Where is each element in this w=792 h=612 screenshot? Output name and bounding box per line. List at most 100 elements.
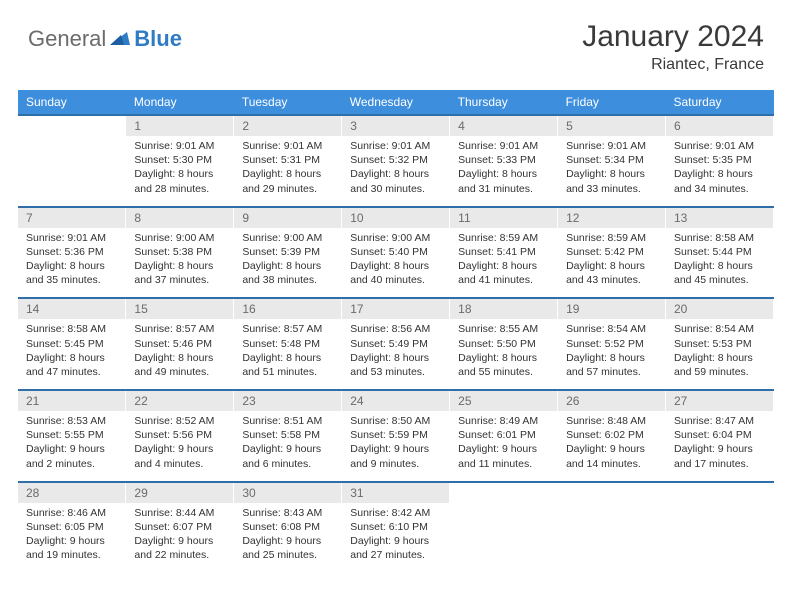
sunrise-text: Sunrise: 8:57 AM (134, 322, 227, 336)
sunset-text: Sunset: 5:42 PM (566, 245, 659, 259)
day-content-cell: Sunrise: 8:44 AMSunset: 6:07 PMDaylight:… (126, 503, 234, 573)
daylight-text: and 9 minutes. (350, 457, 443, 471)
day-number-cell: 11 (450, 208, 558, 228)
day-content-cell: Sunrise: 9:01 AMSunset: 5:33 PMDaylight:… (450, 136, 558, 207)
daylight-text: and 2 minutes. (26, 457, 119, 471)
daylight-text: Daylight: 9 hours (674, 442, 767, 456)
day-content-cell: Sunrise: 8:42 AMSunset: 6:10 PMDaylight:… (342, 503, 450, 573)
day-content-cell: Sunrise: 9:01 AMSunset: 5:30 PMDaylight:… (126, 136, 234, 207)
daylight-text: and 59 minutes. (674, 365, 767, 379)
daylight-text: and 11 minutes. (458, 457, 551, 471)
day-number-cell: 23 (234, 391, 342, 411)
daylight-text: and 22 minutes. (134, 548, 227, 562)
daylight-text: Daylight: 9 hours (26, 534, 119, 548)
daylight-text: Daylight: 8 hours (566, 259, 659, 273)
day-content-cell: Sunrise: 8:55 AMSunset: 5:50 PMDaylight:… (450, 319, 558, 390)
sunrise-text: Sunrise: 8:42 AM (350, 506, 443, 520)
day-number-cell: 9 (234, 208, 342, 228)
daylight-text: and 34 minutes. (674, 182, 767, 196)
day-content-cell (450, 503, 558, 573)
sunset-text: Sunset: 5:31 PM (242, 153, 335, 167)
sunrise-text: Sunrise: 8:57 AM (242, 322, 335, 336)
sunrise-text: Sunrise: 9:00 AM (242, 231, 335, 245)
sunset-text: Sunset: 5:49 PM (350, 337, 443, 351)
day-number-cell (666, 483, 774, 503)
day-content-cell: Sunrise: 9:01 AMSunset: 5:34 PMDaylight:… (558, 136, 666, 207)
day-number-cell (558, 483, 666, 503)
daylight-text: Daylight: 8 hours (134, 167, 227, 181)
title-block: January 2024 Riantec, France (582, 20, 764, 74)
day-number-cell: 22 (126, 391, 234, 411)
logo: General Blue (28, 26, 182, 52)
day-number-cell: 28 (18, 483, 126, 503)
day-number-cell: 12 (558, 208, 666, 228)
daylight-text: and 4 minutes. (134, 457, 227, 471)
dow-friday: Friday (558, 90, 666, 115)
daylight-text: and 27 minutes. (350, 548, 443, 562)
sunset-text: Sunset: 6:01 PM (458, 428, 551, 442)
dow-thursday: Thursday (450, 90, 558, 115)
sunrise-text: Sunrise: 9:01 AM (350, 139, 443, 153)
sunset-text: Sunset: 6:10 PM (350, 520, 443, 534)
daylight-text: Daylight: 8 hours (674, 167, 767, 181)
day-content-row: Sunrise: 8:58 AMSunset: 5:45 PM Daylight:… (18, 319, 774, 390)
day-content-cell: Sunrise: 8:53 AMSunset: 5:55 PMDaylight:… (18, 411, 126, 482)
sunset-text: Sunset: 5:48 PM (242, 337, 335, 351)
sunrise-text: Sunrise: 8:58 AM (674, 231, 767, 245)
logo-text-blue: Blue (134, 26, 182, 52)
day-number-cell: 2 (234, 116, 342, 136)
day-number-cell: 7 (18, 208, 126, 228)
sunset-text: Sunset: 6:08 PM (242, 520, 335, 534)
day-number-cell: 31 (342, 483, 450, 503)
day-content-cell: Sunrise: 8:58 AMSunset: 5:45 PMDaylight:… (18, 319, 126, 390)
daylight-text: Daylight: 9 hours (350, 442, 443, 456)
day-content-cell: Sunrise: 8:48 AMSunset: 6:02 PMDaylight:… (558, 411, 666, 482)
day-number-cell: 10 (342, 208, 450, 228)
day-number-cell: 18 (450, 299, 558, 319)
sunrise-text: Sunrise: 8:44 AM (134, 506, 227, 520)
sunset-text: Sunset: 5:45 PM (26, 337, 119, 351)
sunrise-text: Sunrise: 8:43 AM (242, 506, 335, 520)
day-content-row: Sunrise: 8:46 AMSunset: 6:05 PMDaylight:… (18, 503, 774, 573)
day-number-cell (450, 483, 558, 503)
sunrise-text: Sunrise: 8:54 AM (566, 322, 659, 336)
day-number-cell: 13 (666, 208, 774, 228)
daylight-text: and 31 minutes. (458, 182, 551, 196)
day-content-cell: Sunrise: 8:57 AMSunset: 5:46 PMDaylight:… (126, 319, 234, 390)
sunrise-text: Sunrise: 9:01 AM (458, 139, 551, 153)
daylight-text: Daylight: 9 hours (134, 534, 227, 548)
daylight-text: Daylight: 8 hours (566, 351, 659, 365)
daylight-text: Daylight: 9 hours (458, 442, 551, 456)
sunrise-text: Sunrise: 8:58 AM (26, 322, 119, 336)
sunrise-text: Sunrise: 8:52 AM (134, 414, 227, 428)
logo-triangle-icon (110, 29, 130, 50)
day-number-cell: 26 (558, 391, 666, 411)
day-number-cell: 25 (450, 391, 558, 411)
day-number-row: 14151617181920 (18, 299, 774, 319)
sunset-text: Sunset: 5:34 PM (566, 153, 659, 167)
day-content-cell: Sunrise: 9:01 AMSunset: 5:35 PMDaylight:… (666, 136, 774, 207)
sunset-text: Sunset: 5:30 PM (134, 153, 227, 167)
day-number-row: 28293031 (18, 483, 774, 503)
dow-saturday: Saturday (666, 90, 774, 115)
daylight-text: and 28 minutes. (134, 182, 227, 196)
daylight-text: Daylight: 9 hours (26, 442, 119, 456)
day-number-cell (18, 116, 126, 136)
sunrise-text: Sunrise: 8:50 AM (350, 414, 443, 428)
sunrise-text: Sunrise: 8:48 AM (566, 414, 659, 428)
day-content-row: Sunrise: 9:01 AMSunset: 5:36 PMDaylight:… (18, 228, 774, 299)
day-number-cell: 24 (342, 391, 450, 411)
day-content-cell: Sunrise: 9:01 AMSunset: 5:31 PMDaylight:… (234, 136, 342, 207)
day-of-week-header: Sunday Monday Tuesday Wednesday Thursday… (18, 90, 774, 115)
daylight-text: and 35 minutes. (26, 273, 119, 287)
daylight-text: and 29 minutes. (242, 182, 335, 196)
daylight-text: and 49 minutes. (134, 365, 227, 379)
daylight-text: Daylight: 8 hours (350, 259, 443, 273)
day-content-row: Sunrise: 8:53 AMSunset: 5:55 PMDaylight:… (18, 411, 774, 482)
sunset-text: Sunset: 5:56 PM (134, 428, 227, 442)
header: General Blue January 2024 Riantec, Franc… (0, 0, 792, 82)
day-number-cell: 3 (342, 116, 450, 136)
sunrise-text: Sunrise: 8:56 AM (350, 322, 443, 336)
day-content-cell: Sunrise: 8:51 AMSunset: 5:58 PMDaylight:… (234, 411, 342, 482)
daylight-text: Daylight: 8 hours (458, 351, 551, 365)
